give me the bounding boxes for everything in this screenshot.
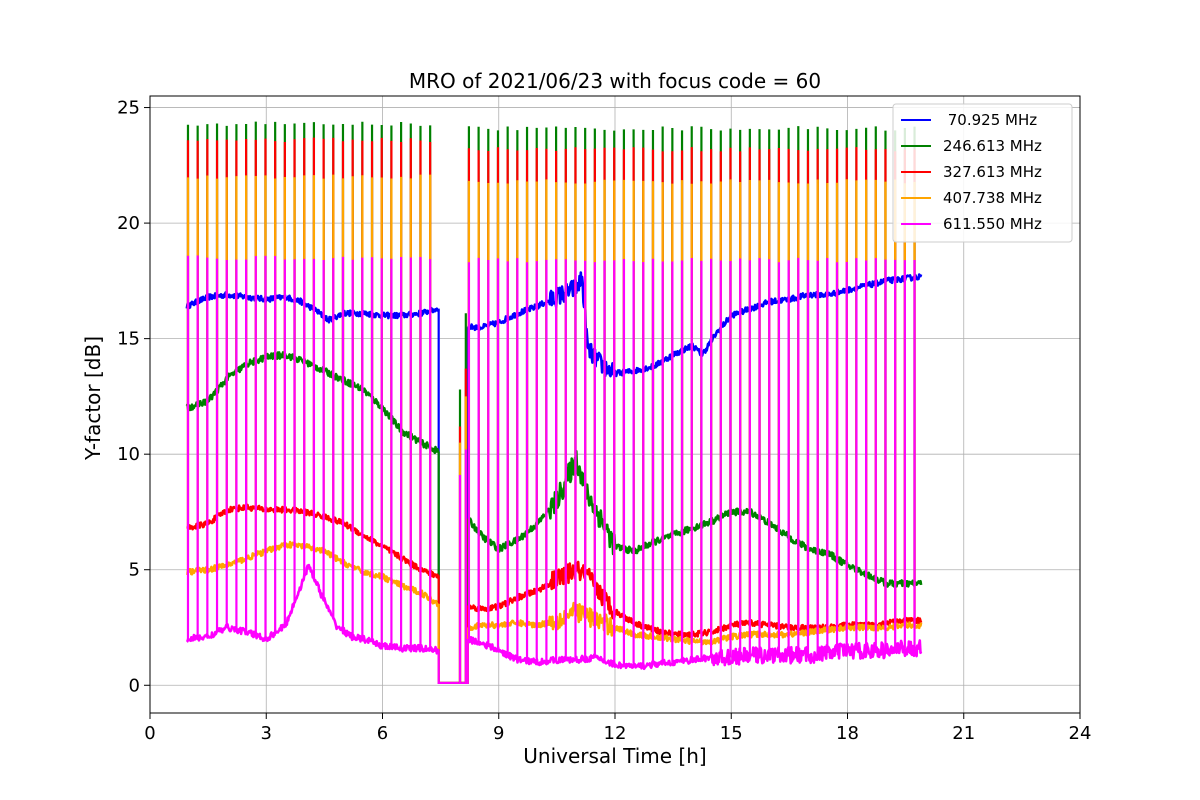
y-tick-label: 5 bbox=[129, 560, 140, 581]
x-axis-ticks: 0 3 6 9 12 15 18 21 24 bbox=[144, 713, 1091, 744]
legend-box bbox=[892, 103, 1073, 243]
legend-label: 407.738 MHz bbox=[943, 189, 1042, 207]
chart-title: MRO of 2021/06/23 with focus code = 60 bbox=[409, 69, 821, 93]
y-tick-label: 0 bbox=[129, 675, 140, 696]
legend-label: 327.613 MHz bbox=[943, 163, 1042, 181]
series-layer bbox=[185, 121, 923, 685]
x-tick-label: 15 bbox=[720, 723, 743, 744]
series-line bbox=[467, 635, 923, 671]
series-line bbox=[185, 351, 440, 455]
y-tick-label: 20 bbox=[117, 213, 140, 234]
y-axis-label: Y-factor [dB] bbox=[81, 336, 105, 461]
y-tick-label: 10 bbox=[117, 444, 140, 465]
series-line bbox=[467, 271, 923, 378]
x-tick-label: 24 bbox=[1069, 723, 1092, 744]
legend-label: 611.550 MHz bbox=[943, 215, 1042, 233]
legend-label: 70.925 MHz bbox=[943, 111, 1037, 129]
y-tick-label: 25 bbox=[117, 98, 140, 119]
x-tick-label: 12 bbox=[604, 723, 627, 744]
series-line bbox=[185, 540, 440, 608]
x-tick-label: 21 bbox=[952, 723, 975, 744]
gap-segment bbox=[437, 639, 469, 685]
series-line bbox=[185, 291, 440, 324]
series-line bbox=[466, 449, 923, 588]
series-line bbox=[466, 601, 923, 646]
series-line bbox=[185, 563, 440, 655]
y-tick-label: 15 bbox=[117, 329, 140, 350]
legend-label: 246.613 MHz bbox=[943, 137, 1042, 155]
x-tick-label: 3 bbox=[261, 723, 272, 744]
y-axis-ticks: 0 5 10 15 20 25 bbox=[117, 98, 150, 696]
series-4 bbox=[185, 255, 923, 685]
series-line bbox=[186, 503, 440, 579]
x-tick-label: 6 bbox=[377, 723, 388, 744]
x-tick-label: 0 bbox=[144, 723, 155, 744]
legend: 70.925 MHz 246.613 MHz 327.613 MHz 407.738 … bbox=[892, 103, 1073, 243]
x-tick-label: 18 bbox=[836, 723, 859, 744]
x-tick-label: 9 bbox=[493, 723, 504, 744]
x-axis-label: Universal Time [h] bbox=[523, 744, 706, 768]
